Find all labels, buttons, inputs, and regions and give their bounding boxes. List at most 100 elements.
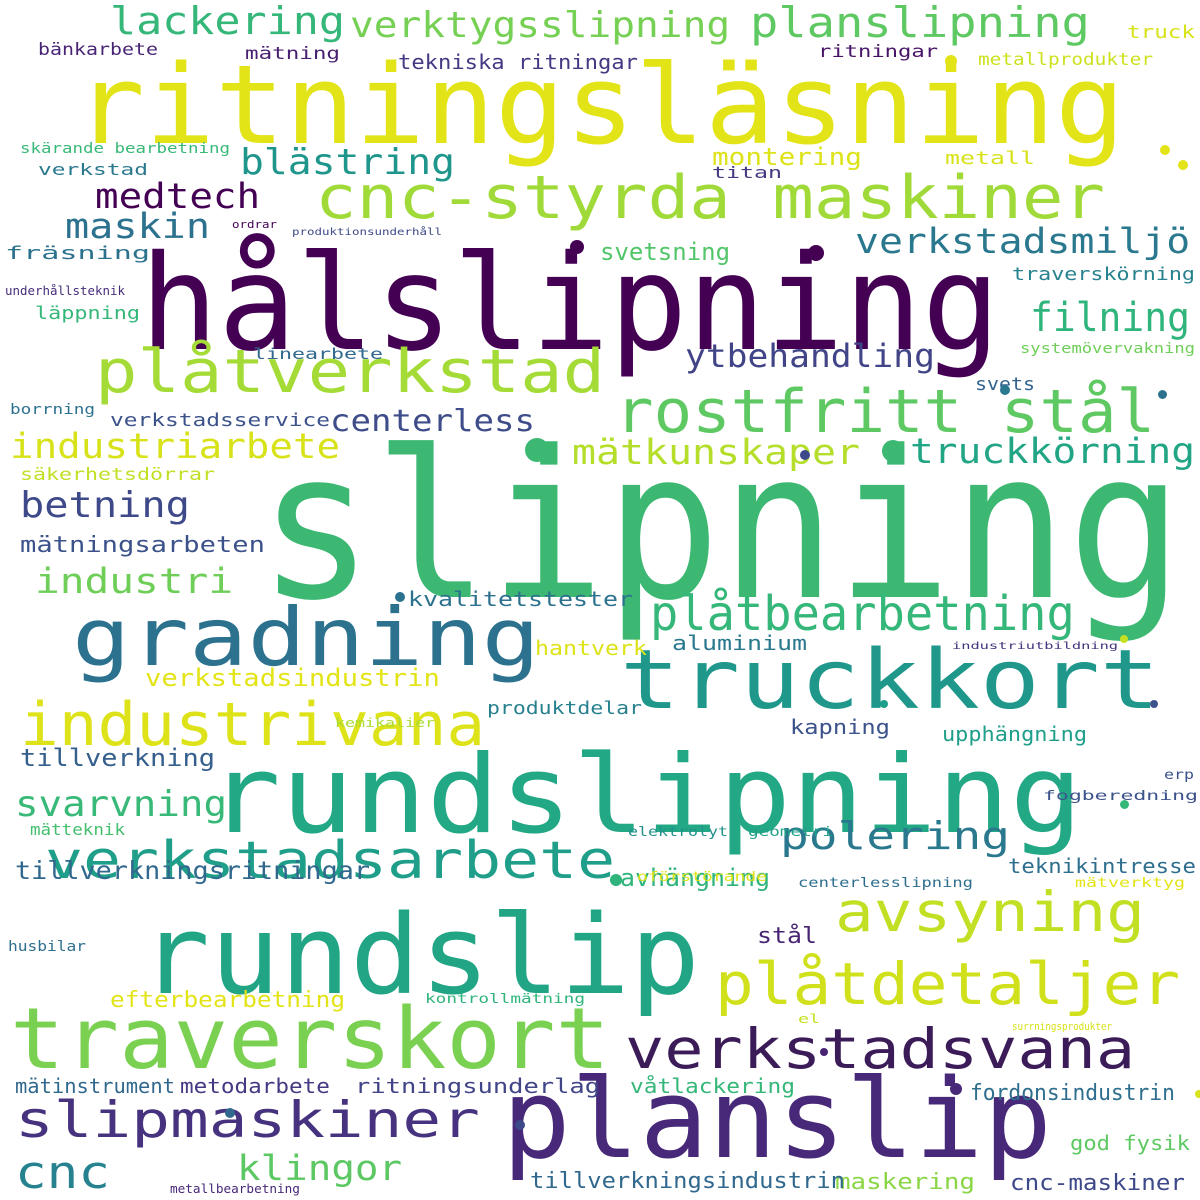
- word-matningsarbeten: mätningsarbeten: [20, 533, 265, 558]
- word-verkstadsindustrin: verkstadsindustrin: [145, 664, 440, 692]
- word-gradning: gradning: [72, 591, 541, 684]
- cloud-dot: [610, 874, 622, 886]
- word-matinstrument: mätinstrument: [15, 1074, 175, 1098]
- word-verkstadsservice: verkstadsservice: [110, 410, 331, 431]
- cloud-dot: [1195, 1090, 1200, 1098]
- word-traverskorning: traverskörning: [1012, 264, 1195, 285]
- word-cnc-styrda-maskiner: cnc-styrda maskiner: [315, 163, 1105, 233]
- word-slipmaskiner: slipmaskiner: [15, 1091, 480, 1149]
- word-teknikintresse: teknikintresse: [1008, 854, 1196, 878]
- word-hantverk: hantverk: [535, 636, 648, 660]
- word-fordonsindustrin: fordonsindustrin: [970, 1081, 1175, 1106]
- cloud-dot: [880, 700, 888, 708]
- word-centerless: centerless: [330, 404, 536, 439]
- word-ritningar: ritningar: [818, 42, 939, 62]
- word-metallprodukter: metallprodukter: [978, 50, 1154, 70]
- word-efterbearbetning: efterbearbetning: [110, 988, 346, 1013]
- word-produktdelar: produktdelar: [487, 698, 643, 719]
- word-industriutbildning: industriutbildning: [952, 641, 1119, 652]
- word-verkstad: verkstad: [38, 160, 148, 179]
- word-truck: truck: [1127, 22, 1196, 43]
- word-oforstorande: oförstörande: [637, 870, 767, 885]
- word-planslipning: planslipning: [750, 0, 1090, 47]
- word-fogberedning: fogberedning: [1043, 789, 1198, 804]
- cloud-dot: [395, 592, 405, 602]
- word-kapning: kapning: [790, 715, 890, 739]
- word-avhangning: avhängning: [620, 864, 770, 892]
- word-tillverkningsindustrin: tillverkningsindustrin: [530, 1169, 846, 1194]
- word-verkstadsarbete: verkstadsarbete: [45, 831, 616, 891]
- word-cnc: cnc: [15, 1146, 111, 1199]
- word-industrivana: industrivana: [20, 690, 486, 760]
- word-platbearbetning: plåtbearbetning: [650, 586, 1075, 642]
- cloud-dot: [945, 55, 957, 67]
- word-klingor: klingor: [237, 1149, 403, 1189]
- word-metallbearbetning: metallbearbetning: [170, 1182, 300, 1196]
- word-ordrar: ordrar: [232, 218, 277, 231]
- word-kontrollmatning: kontrollmätning: [425, 992, 586, 1007]
- word-el: el: [798, 1012, 820, 1026]
- word-elektrolyt: elektrolyt: [628, 825, 728, 840]
- word-platdetaljer: plåtdetaljer: [715, 950, 1181, 1018]
- cloud-dot: [1160, 145, 1170, 155]
- word-metall: metall: [945, 148, 1036, 169]
- word-avsyning: avsyning: [835, 880, 1145, 944]
- cloud-dot: [1158, 390, 1167, 399]
- word-titan: titan: [712, 163, 782, 182]
- word-sakerhetsdorrar: säkerhetsdörrar: [20, 465, 215, 485]
- word-platverkstad: plåtverkstad: [95, 337, 606, 407]
- word-bankarbete: bänkarbete: [38, 40, 158, 60]
- word-tekniska-ritningar: tekniska ritningar: [398, 50, 638, 74]
- word-slipning: slipning: [258, 408, 1184, 646]
- word-verkstadsvana: verkstadsvana: [625, 1017, 1136, 1081]
- word-ytbehandling: ytbehandling: [685, 337, 935, 375]
- word-rundslipning: rundslipning: [208, 733, 1083, 858]
- word-metodarbete: metodarbete: [180, 1074, 330, 1098]
- word-ritningsunderlag: ritningsunderlag: [355, 1074, 601, 1098]
- word-maskin: maskin: [65, 207, 211, 247]
- word-produktionsunderhall: produktionsunderhåll: [292, 227, 443, 238]
- word-frasning: fräsning: [5, 243, 150, 264]
- word-ritningslasning: ritningsläsning: [75, 41, 1126, 169]
- word-verktygsslipning: verktygsslipning: [350, 5, 731, 46]
- word-lappning: läppning: [35, 303, 140, 324]
- word-truckkorning: truckkörning: [910, 432, 1195, 472]
- word-stal: stål: [757, 924, 817, 949]
- word-kemikalier: kemikalier: [335, 716, 435, 730]
- cloud-dot: [225, 1108, 235, 1118]
- word-betning: betning: [20, 485, 190, 526]
- word-systemovervakning: systemövervakning: [1020, 341, 1195, 357]
- cloud-dot: [1120, 635, 1128, 643]
- word-husbilar: husbilar: [8, 939, 87, 955]
- word-centerlesslipning: centerlesslipning: [798, 876, 973, 891]
- word-erp: erp: [1164, 768, 1194, 783]
- cloud-dot: [570, 240, 584, 254]
- word-industriarbete: industriarbete: [10, 427, 341, 467]
- word-matverktyg: mätverktyg: [1075, 876, 1185, 891]
- word-matteknik: mätteknik: [30, 820, 126, 839]
- word-underhallsteknik: underhållsteknik: [5, 284, 125, 298]
- word-linearbete: linearbete: [253, 345, 383, 363]
- word-vatlackering: våtlackering: [630, 1074, 796, 1098]
- cloud-dot: [800, 450, 810, 460]
- word-truckkort: truckkort: [620, 633, 1160, 728]
- cloud-dot: [1150, 700, 1158, 708]
- word-tillverkningsritningar: tillverkningsritningar: [15, 856, 370, 885]
- word-geometri: geometri: [748, 825, 833, 840]
- word-skarande-bearbetning: skärande bearbetning: [20, 141, 231, 157]
- cloud-dot: [1178, 160, 1188, 170]
- word-svarvning: svarvning: [15, 784, 228, 825]
- word-tillverkning: tillverkning: [20, 744, 216, 772]
- cloud-dot: [808, 245, 824, 261]
- cloud-dot: [820, 1048, 828, 1056]
- word-polering: polering: [780, 814, 1011, 858]
- word-surrningsprodukter: surrningsprodukter: [1012, 1020, 1113, 1033]
- word-aluminium: aluminium: [672, 631, 808, 655]
- word-halslipning: hålslipning: [140, 227, 1001, 381]
- cloud-dot: [1120, 800, 1129, 809]
- cloud-dot: [1000, 385, 1010, 395]
- word-planslip: planslip: [502, 1055, 1052, 1183]
- word-maskering: maskering: [835, 1170, 975, 1195]
- cloud-dot: [525, 438, 549, 462]
- word-rostfritt-stal: rostfritt stål: [615, 377, 1156, 447]
